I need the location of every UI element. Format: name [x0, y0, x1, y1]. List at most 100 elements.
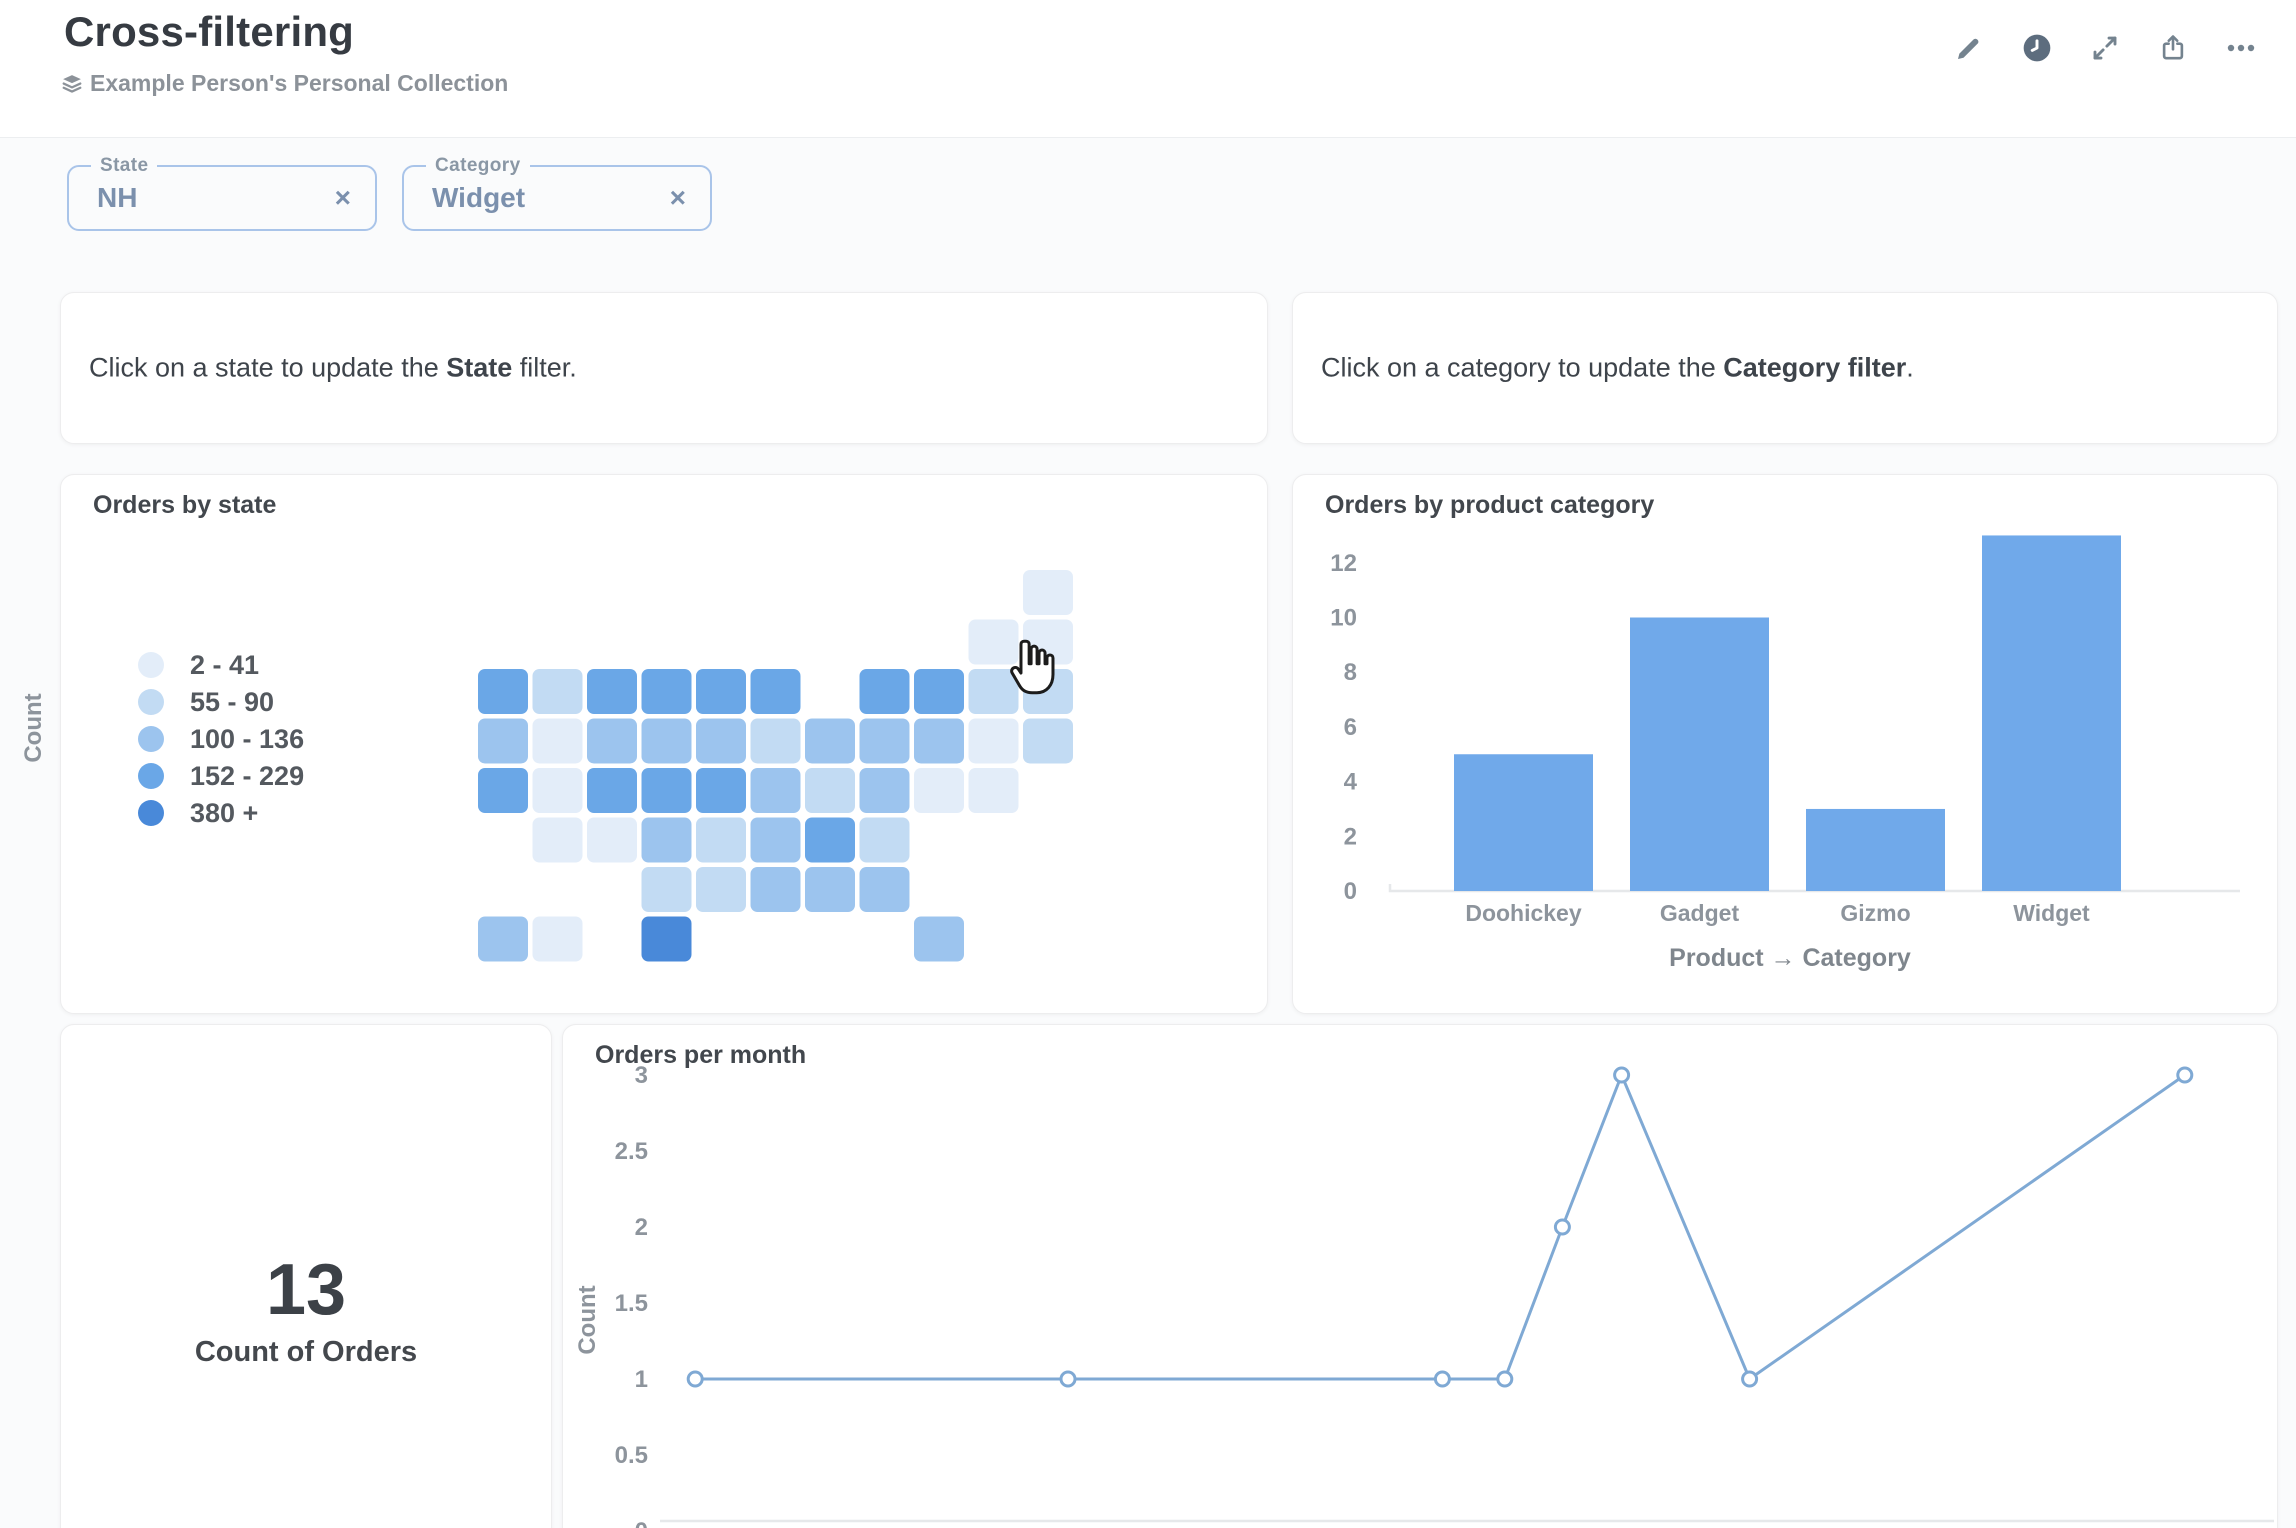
- edit-dashboard-button[interactable]: [1946, 26, 1992, 72]
- state-UT[interactable]: [532, 768, 583, 813]
- state-LA[interactable]: [696, 867, 746, 912]
- bar-gizmo[interactable]: [1806, 808, 1945, 891]
- line-point-5[interactable]: [1613, 1066, 1631, 1084]
- state-WV[interactable]: [805, 768, 855, 813]
- legend-swatch-icon: [138, 689, 164, 715]
- text-card-state-text: Click on a state to update the State fil…: [89, 352, 577, 383]
- legend-label: 55 - 90: [190, 686, 275, 717]
- state-MN[interactable]: [696, 669, 746, 714]
- text-card-state: Click on a state to update the State fil…: [60, 292, 1268, 444]
- legend-item: 380 +: [138, 797, 304, 828]
- line-point-2[interactable]: [1433, 1370, 1451, 1388]
- state-NC[interactable]: [805, 817, 855, 863]
- bar-category-label: Doohickey: [1465, 900, 1582, 926]
- map-legend: 2 - 41 55 - 90 100 - 136 152 - 229 380 +: [138, 650, 305, 828]
- state-FL[interactable]: [914, 916, 964, 962]
- orders-by-category-title: Orders by product category: [1325, 491, 1655, 519]
- line-point-7[interactable]: [2176, 1066, 2194, 1084]
- state-AR[interactable]: [696, 817, 746, 863]
- state-WY[interactable]: [587, 718, 637, 764]
- legend-item: 55 - 90: [138, 686, 304, 717]
- state-NE[interactable]: [641, 768, 692, 813]
- more-options-button[interactable]: [2218, 26, 2264, 72]
- text-card-category-text: Click on a category to update the Catego…: [1321, 352, 1914, 383]
- legend-item: 100 - 136: [138, 724, 304, 754]
- state-MI[interactable]: [859, 669, 910, 714]
- state-IN[interactable]: [805, 718, 855, 764]
- state-KS[interactable]: [641, 817, 692, 863]
- breadcrumb[interactable]: Example Person's Personal Collection: [62, 70, 508, 97]
- line-point-4[interactable]: [1553, 1218, 1571, 1236]
- page-title: Cross-filtering: [64, 8, 355, 55]
- line-chart-y-axis-label: Count: [574, 1285, 601, 1355]
- fullscreen-button[interactable]: [2082, 26, 2128, 72]
- bar-doohickey[interactable]: [1454, 754, 1593, 891]
- state-IL[interactable]: [750, 718, 801, 764]
- state-CT[interactable]: [1023, 718, 1073, 764]
- orders-by-category-bar-chart[interactable]: 0 2 4 6 8 10 12 Doohickey Gadget Gizmo Widget: [1292, 474, 2278, 1014]
- filter-category[interactable]: Category Widget ×: [402, 155, 712, 231]
- bar-category-label: Widget: [2013, 900, 2090, 926]
- legend-label: 152 - 229: [190, 760, 305, 791]
- filter-category-clear-icon[interactable]: ×: [669, 182, 686, 213]
- state-WA[interactable]: [478, 669, 528, 714]
- state-MO[interactable]: [696, 768, 746, 813]
- orders-per-month-line-chart[interactable]: 0 0.5 1 1.5 2 2.5 3: [562, 1024, 2278, 1528]
- state-KY[interactable]: [750, 768, 801, 813]
- line-y-tick: 0.5: [615, 1442, 648, 1469]
- state-SC[interactable]: [859, 817, 910, 863]
- line-point-6[interactable]: [1741, 1370, 1759, 1388]
- state-TX[interactable]: [641, 916, 692, 962]
- bar-y-tick: 6: [1344, 714, 1357, 741]
- state-NH[interactable]: [1023, 619, 1073, 665]
- state-DE[interactable]: [968, 768, 1019, 813]
- state-NM[interactable]: [587, 817, 637, 863]
- state-AZ[interactable]: [532, 817, 583, 863]
- state-SD[interactable]: [641, 718, 692, 764]
- history-button[interactable]: [2014, 26, 2060, 72]
- filter-state-label: State: [91, 155, 158, 177]
- state-OK[interactable]: [641, 867, 692, 912]
- scalar-label: Count of Orders: [194, 1336, 418, 1369]
- state-GA[interactable]: [859, 867, 910, 912]
- share-button[interactable]: [2150, 26, 2196, 72]
- state-OH[interactable]: [859, 718, 910, 764]
- line-point-1[interactable]: [1059, 1370, 1077, 1388]
- state-OR[interactable]: [478, 718, 528, 764]
- state-NV[interactable]: [532, 718, 583, 764]
- state-RI[interactable]: [1023, 669, 1073, 714]
- bar-widget[interactable]: [1982, 535, 2121, 891]
- line-point-0[interactable]: [686, 1370, 704, 1388]
- state-VA[interactable]: [859, 768, 910, 813]
- state-CO[interactable]: [587, 768, 637, 813]
- state-AL[interactable]: [805, 867, 855, 912]
- state-NY[interactable]: [914, 669, 964, 714]
- state-ND[interactable]: [641, 669, 692, 714]
- bar-y-tick: 2: [1344, 823, 1357, 850]
- state-PA[interactable]: [914, 718, 964, 764]
- state-WI[interactable]: [750, 669, 801, 714]
- line-point-3[interactable]: [1496, 1370, 1514, 1388]
- filter-category-value[interactable]: Widget: [432, 182, 526, 213]
- state-ME[interactable]: [1023, 570, 1073, 615]
- bar-gadget[interactable]: [1630, 617, 1769, 892]
- filter-state-value[interactable]: NH: [97, 182, 138, 213]
- state-AK[interactable]: [478, 916, 528, 962]
- us-choropleth-map[interactable]: [478, 570, 1078, 966]
- state-HI[interactable]: [532, 916, 583, 962]
- state-MD[interactable]: [914, 768, 964, 813]
- state-NJ[interactable]: [968, 718, 1019, 764]
- state-VT[interactable]: [968, 619, 1019, 665]
- state-TN[interactable]: [750, 817, 801, 863]
- state-CA[interactable]: [478, 768, 528, 813]
- state-ID[interactable]: [532, 669, 583, 714]
- filter-state[interactable]: State NH ×: [67, 155, 377, 231]
- filter-state-clear-icon[interactable]: ×: [334, 182, 351, 213]
- legend-label: 380 +: [190, 797, 259, 828]
- state-IA[interactable]: [696, 718, 746, 764]
- state-MA[interactable]: [968, 669, 1019, 714]
- filter-category-label: Category: [426, 155, 530, 177]
- bar-chart-x-axis-label: Product → Category: [1669, 944, 1911, 972]
- state-MT[interactable]: [587, 669, 637, 714]
- state-MS[interactable]: [750, 867, 801, 912]
